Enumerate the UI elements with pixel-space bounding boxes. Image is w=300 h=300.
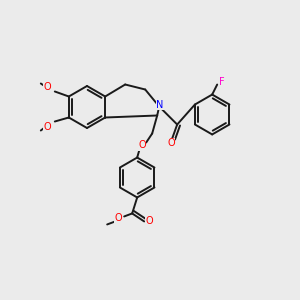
Text: F: F	[219, 76, 225, 86]
Text: O: O	[138, 140, 146, 151]
Text: O: O	[167, 139, 175, 148]
Text: O: O	[43, 82, 51, 92]
Text: O: O	[146, 217, 153, 226]
Text: O: O	[43, 122, 51, 131]
Text: O: O	[114, 214, 122, 224]
Text: N: N	[157, 100, 164, 110]
